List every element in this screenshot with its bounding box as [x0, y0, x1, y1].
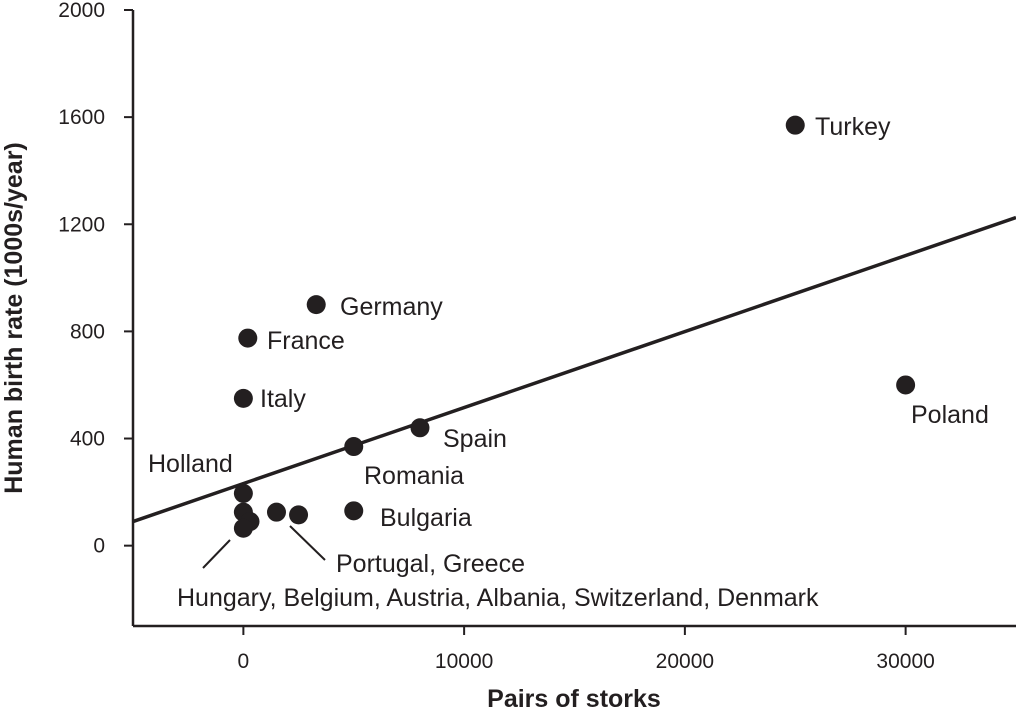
- point-labels: Turkey Poland Germany France Italy Spain…: [148, 113, 989, 612]
- data-point: [306, 295, 326, 315]
- data-point: [238, 328, 258, 348]
- point-label-portugal-greece: Portugal, Greece: [336, 550, 525, 578]
- data-point: [233, 518, 253, 538]
- point-label-france: France: [267, 327, 345, 355]
- point-label-germany: Germany: [340, 293, 443, 321]
- trend-line: [132, 215, 1016, 524]
- data-point: [344, 437, 364, 457]
- point-label-poland: Poland: [911, 401, 989, 429]
- point-label-spain: Spain: [443, 425, 507, 453]
- y-tick-label: 1600: [58, 106, 105, 129]
- y-tick-label: 400: [70, 428, 105, 451]
- data-points: [233, 115, 916, 538]
- plot-frame: [131, 10, 1016, 628]
- callout-line-portugal-greece: [289, 525, 326, 561]
- y-axis-ticks: 0 400 800 1200 1600 2000: [58, 0, 133, 558]
- data-point: [344, 501, 364, 521]
- point-label-turkey: Turkey: [815, 113, 891, 141]
- point-label-italy: Italy: [260, 385, 306, 413]
- data-point: [233, 388, 253, 408]
- point-label-bulgaria: Bulgaria: [380, 504, 472, 532]
- y-tick-label: 0: [93, 535, 105, 558]
- callout-lines: [202, 525, 326, 569]
- data-point: [289, 505, 309, 525]
- x-tick-label: 0: [238, 650, 250, 673]
- point-label-romania: Romania: [364, 462, 464, 490]
- y-tick-label: 2000: [58, 0, 105, 22]
- point-label-holland: Holland: [148, 450, 233, 478]
- y-tick-label: 800: [70, 320, 105, 343]
- point-label-hungary-group: Hungary, Belgium, Austria, Albania, Swit…: [177, 584, 819, 612]
- data-point: [785, 115, 805, 135]
- data-point: [896, 375, 916, 395]
- x-tick-label: 10000: [435, 650, 493, 673]
- x-axis-ticks: 0 10000 20000 30000: [238, 626, 935, 673]
- x-axis-title: Pairs of storks: [487, 685, 661, 712]
- y-axis-title: Human birth rate (1000s/year): [0, 142, 28, 494]
- callout-line-hungary-group: [202, 539, 231, 569]
- y-tick-label: 1200: [58, 213, 105, 236]
- x-tick-label: 20000: [656, 650, 714, 673]
- data-point: [410, 418, 430, 438]
- data-point: [266, 502, 286, 522]
- x-tick-label: 30000: [876, 650, 934, 673]
- data-point: [233, 483, 253, 503]
